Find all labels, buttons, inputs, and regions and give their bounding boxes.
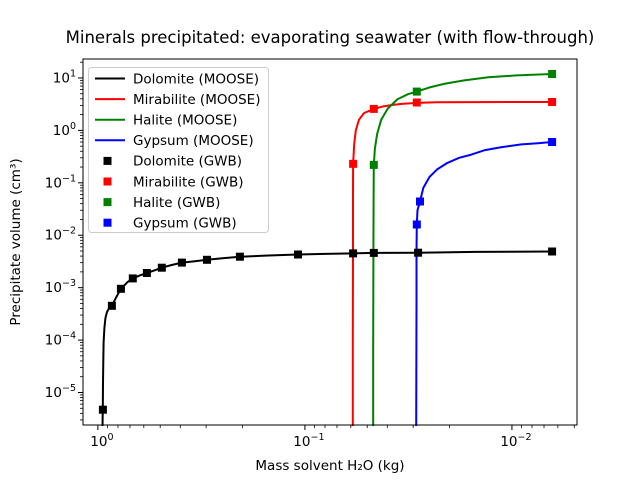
legend: Dolomite (MOOSE) Mirabilite (MOOSE) Halite… <box>88 67 269 233</box>
square-marker <box>412 220 421 229</box>
square-marker <box>412 87 421 96</box>
square-marker <box>177 258 186 267</box>
plot-area <box>98 70 557 426</box>
square-marker <box>548 70 557 78</box>
legend-label-dolomite-moose: Dolomite (MOOSE) <box>133 71 259 87</box>
legend-sample-marker-dolomite-gwb <box>103 156 112 165</box>
square-marker <box>548 247 557 256</box>
square-marker <box>412 98 421 107</box>
y-tick-label: 10−3 <box>45 278 76 296</box>
x-tick-label: 10−2 <box>500 432 531 450</box>
chart-title: Minerals precipitated: evaporating seawa… <box>66 28 595 47</box>
y-tick-label: 10−2 <box>45 226 76 244</box>
square-marker <box>142 269 151 277</box>
legend-label-halite-gwb: Halite (GWB) <box>133 195 220 211</box>
series-markers-mirabilite-gwb <box>349 98 557 168</box>
square-marker <box>369 104 378 113</box>
square-marker <box>107 301 116 310</box>
legend-label-halite-moose: Halite (MOOSE) <box>133 113 237 129</box>
y-tick-label: 10−1 <box>45 173 76 191</box>
y-tick-label: 100 <box>53 121 76 139</box>
x-tick-label: 100 <box>90 432 113 450</box>
square-marker <box>349 249 358 258</box>
y-tick-label: 10−5 <box>45 383 76 401</box>
square-marker <box>116 284 125 293</box>
x-axis-label: Mass solvent H₂O (kg) <box>255 458 404 474</box>
square-marker <box>98 405 107 414</box>
series-line-halite-moose <box>372 73 553 426</box>
legend-sample-marker-mirabilite-gwb <box>103 177 112 186</box>
legend-label-dolomite-gwb: Dolomite (GWB) <box>133 154 242 170</box>
square-marker <box>203 255 211 264</box>
series-markers-dolomite-gwb <box>98 247 557 414</box>
series-markers-gypsum-gwb <box>412 138 557 229</box>
square-marker <box>416 197 424 206</box>
series-line-mirabilite-moose <box>351 101 553 426</box>
series-line-gypsum-moose <box>415 141 553 426</box>
square-marker <box>128 274 137 283</box>
square-marker <box>414 248 423 257</box>
legend-label-mirabilite-gwb: Mirabilite (GWB) <box>133 174 244 190</box>
square-marker <box>548 98 557 106</box>
square-marker <box>157 263 166 272</box>
legend-sample-marker-halite-gwb <box>103 198 112 207</box>
legend-label-gypsum-moose: Gypsum (MOOSE) <box>133 133 254 149</box>
legend-label-mirabilite-moose: Mirabilite (MOOSE) <box>133 92 260 108</box>
legend-sample-marker-gypsum-gwb <box>103 218 112 227</box>
y-tick-label: 10−4 <box>45 331 76 349</box>
x-tick-label: 10−1 <box>293 432 324 450</box>
series-line-dolomite-moose <box>101 250 553 426</box>
square-marker <box>294 250 302 259</box>
square-marker <box>548 138 557 146</box>
legend-box <box>88 67 269 233</box>
y-axis-label: Precipitate volume (cm³) <box>8 158 24 325</box>
series-markers-halite-gwb <box>369 70 557 169</box>
square-marker <box>349 159 358 168</box>
square-marker <box>369 248 378 257</box>
square-marker <box>369 160 378 169</box>
plot-border <box>82 58 578 426</box>
y-tick-label: 101 <box>53 68 76 86</box>
legend-label-gypsum-gwb: Gypsum (GWB) <box>133 216 237 232</box>
square-marker <box>235 252 244 261</box>
